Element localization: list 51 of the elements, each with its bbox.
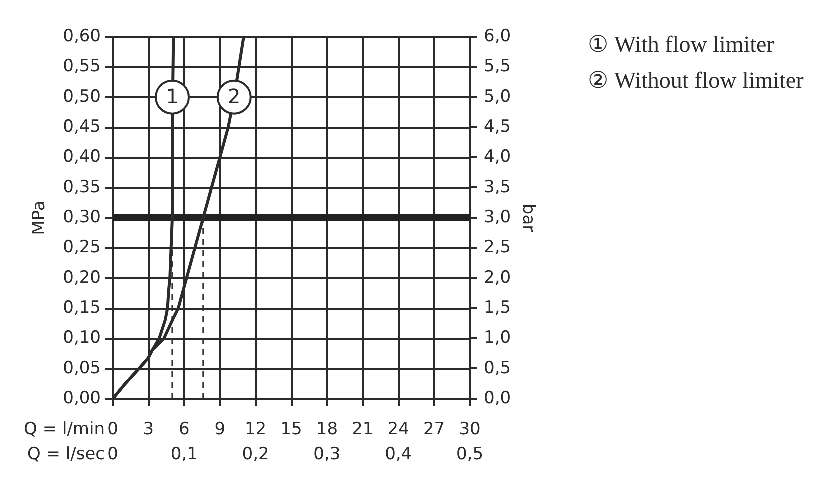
- y-tick-label: 0,25: [63, 238, 101, 258]
- x-tick-label: 9: [214, 420, 226, 440]
- x-tick-label: 0: [108, 420, 118, 440]
- y-tick-label: 0,00: [63, 388, 101, 408]
- x-axis-title: Q = l/min: [24, 420, 105, 440]
- y-tick-label: 0,05: [63, 358, 101, 378]
- y-tick-label: 0,20: [63, 268, 101, 288]
- y-tick-label: 0,50: [63, 86, 101, 107]
- y2-tick-label: 4,0: [484, 147, 512, 168]
- x-tick-label: 15: [280, 420, 302, 440]
- y2-tick-label: 1,0: [484, 328, 512, 348]
- y2-tick-label: 4,5: [484, 116, 512, 137]
- text: ② Without flow limiter: [588, 67, 804, 95]
- x2-tick-label: 0,1: [170, 444, 198, 465]
- y2-tick-label: 5,5: [484, 56, 512, 77]
- y2-tick-label: 0,0: [484, 388, 512, 408]
- x-tick-label: 3: [143, 420, 154, 440]
- annotation: 2: [228, 84, 241, 109]
- x2-axis-title: Q = l/sec: [27, 444, 105, 465]
- y2-tick-label: 0,5: [484, 358, 512, 378]
- x-tick-label: 24: [388, 420, 410, 440]
- y2-tick-label: 2,0: [484, 268, 512, 288]
- text: ① With flow limiter: [588, 31, 776, 59]
- y2-tick-label: 5,0: [484, 86, 512, 107]
- y-tick-label: 0,55: [63, 56, 101, 77]
- y-axis-title: MPa: [29, 200, 50, 236]
- x-tick-label: 21: [352, 420, 374, 440]
- x2-tick-label: 0: [108, 444, 118, 465]
- x-tick-label: 6: [178, 420, 190, 440]
- y2-tick-label: 3,5: [484, 177, 512, 198]
- y-tick-label: 0,10: [63, 328, 101, 348]
- x2-tick-label: 0,4: [385, 444, 412, 465]
- x-tick-label: 12: [244, 420, 267, 440]
- y-tick-label: 0,40: [63, 147, 101, 168]
- x-tick-label: 27: [423, 420, 446, 440]
- y2-tick-label: 2,5: [484, 238, 512, 258]
- annotation: 1: [166, 84, 179, 109]
- x2-tick-label: 0,5: [456, 444, 484, 465]
- y2-axis-title: bar: [518, 204, 539, 232]
- y2-tick-label: 3,0: [484, 207, 512, 228]
- y-tick-label: 0,35: [63, 177, 101, 198]
- y-tick-label: 0,30: [63, 207, 101, 228]
- y-tick-label: 0,15: [63, 298, 101, 318]
- x2-tick-label: 0,2: [242, 444, 270, 465]
- y2-tick-label: 6,0: [484, 26, 512, 46]
- y-tick-label: 0,60: [63, 26, 101, 46]
- x2-tick-label: 0,3: [314, 444, 341, 465]
- y2-tick-label: 1,5: [484, 298, 512, 318]
- y-tick-label: 0,45: [63, 116, 101, 137]
- x-tick-label: 30: [459, 420, 481, 440]
- x-tick-label: 18: [316, 420, 338, 440]
